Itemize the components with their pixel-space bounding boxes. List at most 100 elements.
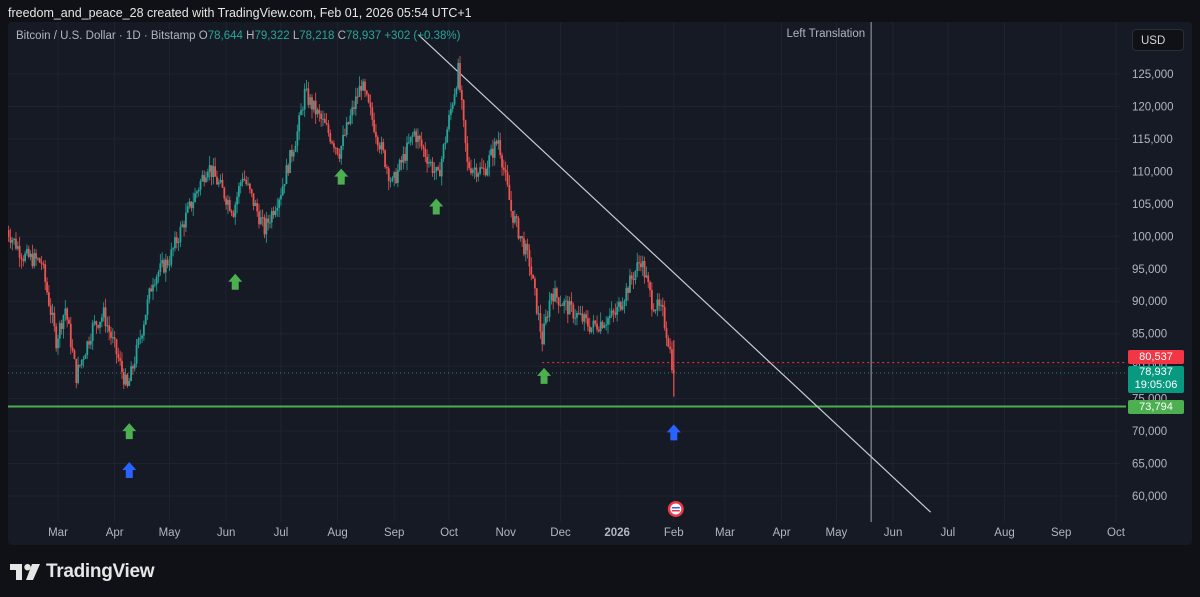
candle-body bbox=[387, 168, 390, 181]
candle-body bbox=[340, 146, 343, 159]
candle-body bbox=[181, 224, 184, 227]
candle-body bbox=[259, 217, 262, 225]
candle-body bbox=[95, 321, 98, 326]
candle-body bbox=[217, 182, 220, 185]
tradingview-logo[interactable]: TradingView bbox=[10, 561, 155, 583]
candle-body bbox=[420, 139, 423, 147]
candle-body bbox=[453, 94, 456, 105]
candle-body bbox=[210, 165, 213, 178]
candle-body bbox=[157, 272, 160, 277]
candle-body bbox=[599, 321, 602, 332]
candle-body bbox=[38, 258, 41, 263]
candle-body bbox=[278, 199, 281, 208]
candle-body bbox=[634, 271, 637, 281]
candle-body bbox=[203, 175, 206, 182]
candle-body bbox=[27, 248, 30, 257]
candle-body bbox=[473, 167, 476, 170]
candle-body bbox=[64, 308, 67, 316]
candle-body bbox=[574, 317, 577, 319]
candle-body bbox=[486, 167, 489, 176]
candle-body bbox=[479, 167, 482, 174]
event-flag-stripe bbox=[671, 510, 680, 512]
candle-body bbox=[201, 175, 204, 182]
candle-body bbox=[197, 189, 200, 192]
candle-body bbox=[322, 118, 324, 120]
candle-body bbox=[163, 260, 165, 273]
candle-body bbox=[258, 211, 260, 225]
candle-body bbox=[307, 88, 310, 105]
candle-body bbox=[426, 156, 429, 164]
candle-body bbox=[570, 301, 573, 305]
candle-body bbox=[347, 122, 350, 124]
candle-body bbox=[144, 314, 147, 325]
candle-body bbox=[411, 135, 414, 137]
candle-body bbox=[174, 237, 176, 249]
candle-body bbox=[305, 88, 308, 90]
candle-body bbox=[119, 358, 122, 361]
candle-body bbox=[592, 320, 595, 328]
candle-body bbox=[630, 275, 633, 280]
candle-body bbox=[484, 169, 487, 176]
candle-body bbox=[373, 119, 376, 133]
y-tick-label: 90,000 bbox=[1132, 296, 1167, 308]
candle-body bbox=[444, 142, 447, 145]
candle-body bbox=[26, 248, 28, 254]
tradingview-logo-icon bbox=[10, 564, 40, 580]
high-value: 79,322 bbox=[254, 30, 290, 42]
candle-body bbox=[552, 293, 555, 302]
candle-body bbox=[523, 238, 525, 255]
candle-body bbox=[121, 360, 123, 372]
candle-body bbox=[464, 120, 467, 144]
candle-body bbox=[36, 258, 39, 260]
candle-body bbox=[316, 109, 319, 115]
candle-body bbox=[365, 90, 368, 95]
candle-body bbox=[227, 200, 229, 205]
candle-body bbox=[515, 216, 518, 219]
candle-body bbox=[660, 304, 662, 306]
candle-body bbox=[566, 300, 569, 315]
candle-body bbox=[248, 183, 251, 190]
candle-body bbox=[139, 338, 142, 340]
currency-button[interactable]: USD bbox=[1132, 29, 1184, 51]
candle-body bbox=[384, 150, 386, 168]
candle-body bbox=[24, 253, 27, 262]
candle-body bbox=[621, 306, 624, 310]
candle-body bbox=[336, 148, 339, 155]
candle-body bbox=[320, 113, 323, 119]
candle-body bbox=[548, 300, 551, 317]
low-value: 78,218 bbox=[299, 30, 335, 42]
candle-body bbox=[400, 159, 403, 163]
y-tick-label: 95,000 bbox=[1132, 264, 1167, 276]
chart-area[interactable]: 125,000 120,000 115,000 110,000 105,000 100,0… bbox=[8, 22, 1192, 545]
candle-body bbox=[597, 329, 600, 332]
candle-body bbox=[519, 236, 522, 239]
candle-body bbox=[142, 324, 145, 336]
low-label: L bbox=[292, 30, 300, 42]
candle-body bbox=[325, 122, 328, 125]
candle-body bbox=[418, 135, 421, 140]
price-chart[interactable]: 125,000 120,000 115,000 110,000 105,000 100,0… bbox=[8, 22, 1192, 545]
candle-body bbox=[382, 142, 385, 151]
y-tick-label: 125,000 bbox=[1132, 69, 1174, 81]
candle-body bbox=[188, 201, 191, 207]
candle-body bbox=[437, 167, 439, 170]
candle-body bbox=[15, 238, 17, 249]
candle-body bbox=[572, 304, 575, 319]
x-tick-label: Apr bbox=[773, 527, 791, 539]
candle-body bbox=[57, 338, 59, 349]
candle-body bbox=[161, 260, 164, 264]
candle-body bbox=[610, 310, 613, 316]
candle-body bbox=[300, 110, 302, 116]
candle-body bbox=[618, 301, 620, 307]
candle-body bbox=[396, 170, 399, 183]
candle-body bbox=[534, 278, 536, 289]
candle-body bbox=[517, 218, 520, 239]
candle-body bbox=[428, 162, 430, 164]
candle-body bbox=[351, 107, 354, 116]
symbol-legend: Bitcoin / U.S. Dollar · 1D · Bitstamp O7… bbox=[16, 30, 460, 42]
candle-body bbox=[406, 142, 408, 161]
candle-body bbox=[91, 323, 94, 341]
candle-body bbox=[417, 135, 419, 142]
candle-body bbox=[292, 151, 295, 157]
candle-body bbox=[459, 62, 461, 90]
